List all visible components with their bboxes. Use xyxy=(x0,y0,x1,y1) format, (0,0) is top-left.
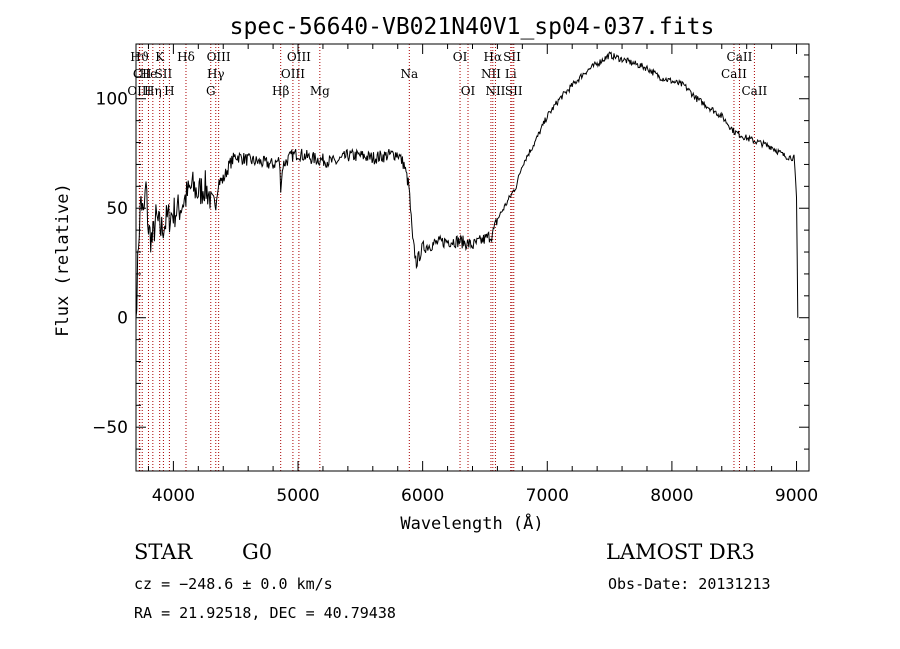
line-id-label-4: Hη xyxy=(144,84,162,98)
line-id-label-5: K xyxy=(155,50,165,64)
line-id-label-20: Hα xyxy=(484,50,503,64)
y-axis-label: Flux (relative) xyxy=(53,183,73,337)
line-id-label-2: OIII xyxy=(127,84,151,98)
observation-date: Obs-Date: 20131213 xyxy=(608,575,771,593)
survey-name: LAMOST DR3 xyxy=(606,540,755,564)
line-id-label-21: NII xyxy=(485,84,505,98)
line-id-markers: HϑCIIOIIIHeHηKSIIHHδGHγOIIIHβOIIIOIIIMgN… xyxy=(127,44,768,471)
x-tick-label-7000: 7000 xyxy=(526,486,569,506)
line-id-label-8: Hδ xyxy=(177,50,195,64)
x-tick-label-4000: 4000 xyxy=(152,486,195,506)
spectrum-series xyxy=(135,51,799,318)
y-tick-label-100: 100 xyxy=(96,90,128,110)
y-tick-label--50: −50 xyxy=(92,418,128,438)
line-id-label-15: Mg xyxy=(310,84,330,98)
line-id-label-6: SII xyxy=(155,67,173,81)
line-id-label-9: G xyxy=(206,84,216,98)
y-tick-label-0: 0 xyxy=(117,309,128,329)
coordinates: RA = 21.92518, DEC = 40.79438 xyxy=(134,604,396,622)
line-id-label-14: OIII xyxy=(287,50,311,64)
x-tick-label-5000: 5000 xyxy=(276,486,319,506)
flux-line xyxy=(135,51,799,318)
line-id-label-22: Li xyxy=(505,67,517,81)
line-id-label-16: Na xyxy=(400,67,418,81)
line-id-label-12: Hβ xyxy=(272,84,289,98)
chart-title: spec-56640-VB021N40V1_sp04-037.fits xyxy=(230,14,715,40)
line-id-label-23: SII xyxy=(503,50,521,64)
line-id-label-0: Hϑ xyxy=(130,50,149,64)
x-tick-label-6000: 6000 xyxy=(401,486,444,506)
subclass: G0 xyxy=(242,540,273,564)
line-id-label-26: CaII xyxy=(727,50,753,64)
line-id-label-13: OIII xyxy=(281,67,305,81)
line-id-label-11: OIII xyxy=(207,50,231,64)
line-id-label-17: OI xyxy=(453,50,468,64)
line-id-label-27: CaII xyxy=(741,84,767,98)
line-id-label-24: SII xyxy=(505,84,523,98)
x-axis-ticks: 4000 5000 6000 7000 8000 9000 xyxy=(147,44,818,506)
y-tick-label-50: 50 xyxy=(106,199,128,219)
line-id-label-19: NII xyxy=(481,67,501,81)
line-id-label-10: Hγ xyxy=(207,67,225,81)
line-id-label-25: CaII xyxy=(721,67,747,81)
redshift-cz: cz = −248.6 ± 0.0 km/s xyxy=(134,575,333,593)
object-type: STAR xyxy=(134,540,193,564)
line-id-label-18: OI xyxy=(461,84,476,98)
y-axis-ticks: −50 0 50 100 xyxy=(92,54,809,450)
x-axis-label: Wavelength (Å) xyxy=(400,512,543,534)
line-id-label-7: H xyxy=(164,84,174,98)
x-tick-label-9000: 9000 xyxy=(775,486,818,506)
line-id-label-1: CII xyxy=(133,67,152,81)
x-tick-label-8000: 8000 xyxy=(650,486,693,506)
